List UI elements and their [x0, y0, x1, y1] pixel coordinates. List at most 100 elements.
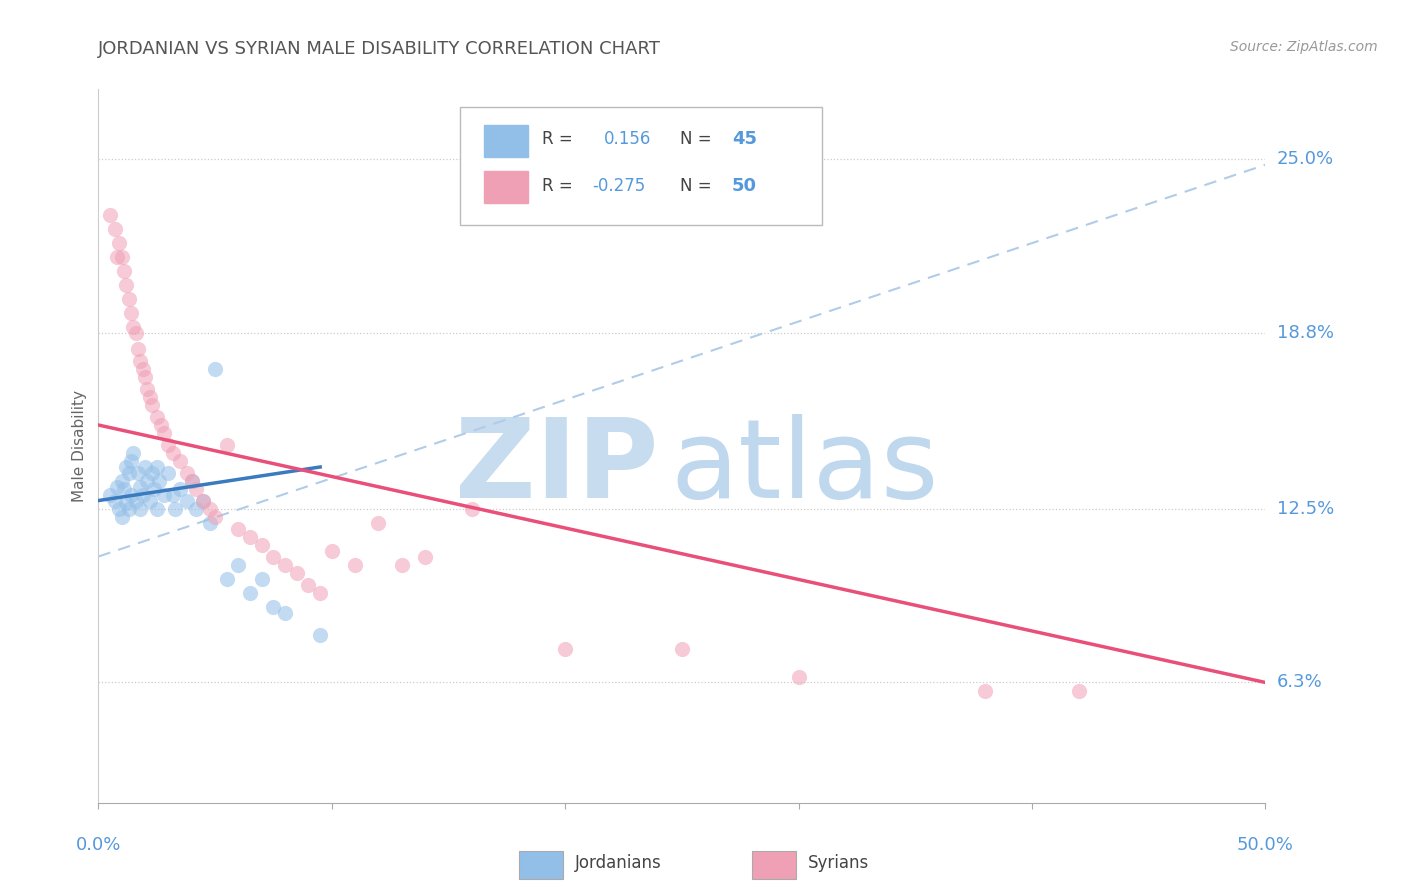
Point	[146, 409, 169, 424]
Text: atlas: atlas	[671, 414, 939, 521]
Point	[391, 558, 413, 572]
Point	[186, 483, 208, 497]
Point	[186, 502, 208, 516]
Text: -0.275: -0.275	[592, 177, 645, 194]
Point	[112, 483, 135, 497]
Point	[461, 502, 484, 516]
Point	[180, 474, 202, 488]
Point	[204, 362, 226, 376]
Point	[162, 488, 184, 502]
Point	[132, 362, 155, 376]
Point	[122, 446, 145, 460]
Text: 18.8%: 18.8%	[1277, 324, 1333, 342]
Text: Jordanians: Jordanians	[575, 855, 661, 872]
Point	[132, 488, 155, 502]
Point	[112, 264, 135, 278]
FancyBboxPatch shape	[752, 851, 796, 880]
Point	[127, 466, 149, 480]
Text: JORDANIAN VS SYRIAN MALE DISABILITY CORRELATION CHART: JORDANIAN VS SYRIAN MALE DISABILITY CORR…	[98, 40, 661, 58]
Point	[165, 502, 187, 516]
Point	[152, 426, 174, 441]
Text: 0.0%: 0.0%	[76, 837, 121, 855]
Point	[136, 474, 159, 488]
Point	[228, 558, 250, 572]
Point	[215, 572, 238, 586]
Text: 50: 50	[733, 177, 756, 194]
Point	[129, 353, 152, 368]
Point	[297, 577, 319, 591]
Point	[309, 586, 332, 600]
Point	[115, 496, 138, 510]
Point	[152, 488, 174, 502]
Point	[321, 544, 343, 558]
Point	[554, 641, 576, 656]
FancyBboxPatch shape	[484, 125, 527, 157]
FancyBboxPatch shape	[460, 107, 823, 225]
Point	[239, 586, 262, 600]
Point	[150, 417, 173, 432]
Text: 50.0%: 50.0%	[1237, 837, 1294, 855]
Text: Source: ZipAtlas.com: Source: ZipAtlas.com	[1230, 40, 1378, 54]
Point	[176, 493, 198, 508]
Point	[228, 522, 250, 536]
Point	[200, 502, 222, 516]
Point	[274, 558, 297, 572]
Point	[250, 572, 273, 586]
Point	[262, 549, 284, 564]
Point	[105, 250, 128, 264]
Point	[104, 222, 127, 236]
Point	[129, 479, 152, 493]
Point	[118, 466, 141, 480]
Point	[98, 208, 121, 222]
Point	[250, 538, 273, 552]
Text: N =: N =	[679, 130, 717, 148]
Point	[118, 502, 141, 516]
Point	[148, 474, 170, 488]
Point	[285, 566, 308, 581]
Text: 0.156: 0.156	[603, 130, 651, 148]
Text: 12.5%: 12.5%	[1277, 500, 1334, 518]
Text: ZIP: ZIP	[456, 414, 658, 521]
Text: R =: R =	[541, 130, 583, 148]
Y-axis label: Male Disability: Male Disability	[72, 390, 87, 502]
Point	[98, 488, 121, 502]
Point	[215, 437, 238, 451]
Point	[115, 278, 138, 293]
Point	[122, 320, 145, 334]
Point	[671, 641, 693, 656]
Point	[193, 493, 215, 508]
Point	[169, 483, 191, 497]
FancyBboxPatch shape	[484, 171, 527, 203]
Point	[787, 670, 810, 684]
Point	[125, 493, 148, 508]
Point	[146, 460, 169, 475]
Point	[125, 326, 148, 340]
Point	[111, 250, 134, 264]
Point	[274, 606, 297, 620]
Point	[157, 437, 180, 451]
Point	[104, 493, 127, 508]
Point	[115, 460, 138, 475]
Point	[111, 510, 134, 524]
Point	[120, 454, 142, 468]
Point	[974, 684, 997, 698]
Point	[204, 510, 226, 524]
Point	[413, 549, 436, 564]
Point	[200, 516, 222, 530]
Point	[169, 454, 191, 468]
Point	[111, 474, 134, 488]
Text: 6.3%: 6.3%	[1277, 673, 1322, 691]
Point	[120, 488, 142, 502]
Point	[139, 390, 162, 404]
Point	[1067, 684, 1090, 698]
Point	[176, 466, 198, 480]
Text: 45: 45	[733, 130, 756, 148]
Point	[239, 530, 262, 544]
Point	[157, 466, 180, 480]
Point	[344, 558, 367, 572]
Point	[134, 460, 156, 475]
Point	[143, 483, 166, 497]
Text: Syrians: Syrians	[808, 855, 869, 872]
Point	[146, 502, 169, 516]
Point	[162, 446, 184, 460]
